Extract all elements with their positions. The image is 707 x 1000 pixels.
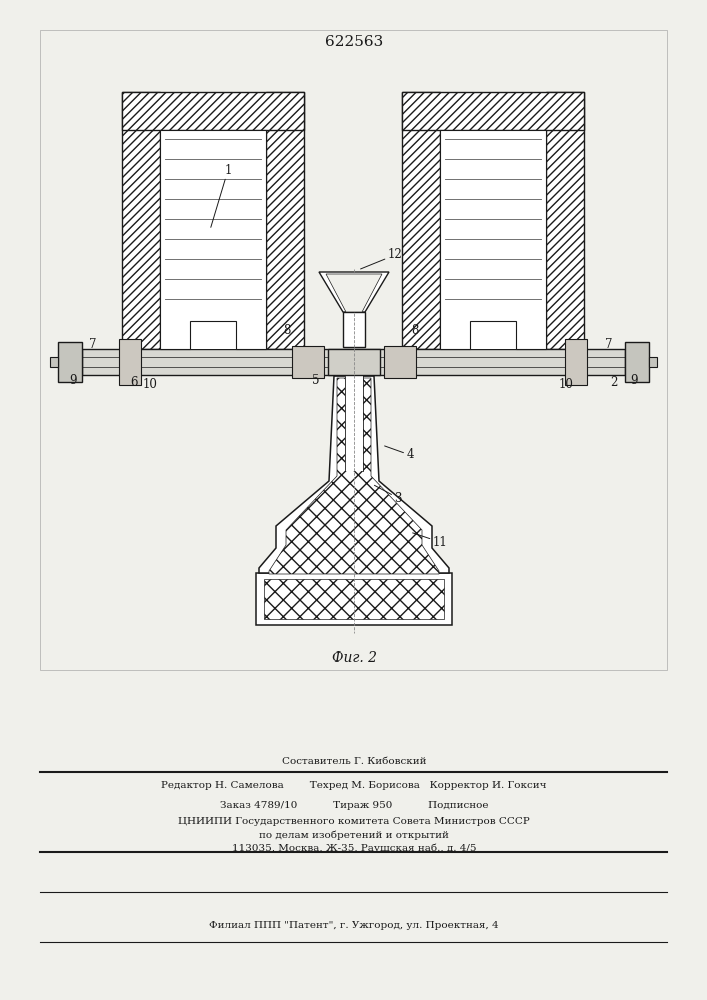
Text: по делам изобретений и открытий: по делам изобретений и открытий xyxy=(259,830,449,840)
Text: 3: 3 xyxy=(375,485,402,504)
Bar xyxy=(119,339,141,385)
Text: 1: 1 xyxy=(211,163,232,227)
Text: 2: 2 xyxy=(610,375,618,388)
Bar xyxy=(292,346,324,378)
Polygon shape xyxy=(122,92,304,130)
Text: 9: 9 xyxy=(630,373,638,386)
Bar xyxy=(58,342,82,382)
Bar xyxy=(50,357,58,367)
Polygon shape xyxy=(402,92,440,349)
Text: 11: 11 xyxy=(413,533,448,548)
Text: 9: 9 xyxy=(69,373,77,386)
Bar xyxy=(565,339,587,385)
Bar xyxy=(40,30,667,670)
Text: Редактор Н. Самелова        Техред М. Борисова   Корректор И. Гоксич: Редактор Н. Самелова Техред М. Борисова … xyxy=(161,780,547,790)
Polygon shape xyxy=(402,92,584,130)
Text: Заказ 4789/10           Тираж 950           Подписное: Заказ 4789/10 Тираж 950 Подписное xyxy=(220,800,489,810)
Text: 4: 4 xyxy=(385,446,414,462)
Bar xyxy=(625,342,649,382)
Polygon shape xyxy=(326,274,382,312)
Polygon shape xyxy=(319,272,389,312)
Text: 10: 10 xyxy=(143,378,158,391)
Polygon shape xyxy=(440,130,546,349)
Text: Фиг. 2: Фиг. 2 xyxy=(332,651,377,665)
Text: Составитель Г. Кибовский: Составитель Г. Кибовский xyxy=(282,758,426,766)
Text: 8: 8 xyxy=(411,324,419,336)
Text: 6: 6 xyxy=(130,376,138,389)
Bar xyxy=(264,579,444,619)
Text: 113035, Москва, Ж-35, Раушская наб., д. 4/5: 113035, Москва, Ж-35, Раушская наб., д. … xyxy=(232,843,477,853)
Text: 622563: 622563 xyxy=(325,35,383,49)
Bar xyxy=(649,357,657,367)
Bar xyxy=(384,346,416,378)
Bar xyxy=(160,130,266,349)
Polygon shape xyxy=(546,92,584,349)
Polygon shape xyxy=(160,130,266,349)
Text: 8: 8 xyxy=(284,324,291,336)
Polygon shape xyxy=(266,92,304,349)
Text: Филиал ППП "Патент", г. Ужгород, ул. Проектная, 4: Филиал ППП "Патент", г. Ужгород, ул. Про… xyxy=(209,920,499,930)
Text: 7: 7 xyxy=(605,338,613,352)
Bar xyxy=(343,312,365,347)
Polygon shape xyxy=(122,92,160,349)
Polygon shape xyxy=(269,378,439,574)
Text: 5: 5 xyxy=(312,373,320,386)
Polygon shape xyxy=(259,376,449,573)
Text: 12: 12 xyxy=(361,248,402,269)
Text: 7: 7 xyxy=(89,338,97,352)
Text: 10: 10 xyxy=(559,378,573,391)
Polygon shape xyxy=(345,376,363,471)
Bar xyxy=(328,349,380,375)
Text: ЦНИИПИ Государственного комитета Совета Министров СССР: ЦНИИПИ Государственного комитета Совета … xyxy=(178,818,530,826)
Bar xyxy=(256,573,452,625)
Bar xyxy=(82,349,625,375)
Bar xyxy=(440,130,546,349)
